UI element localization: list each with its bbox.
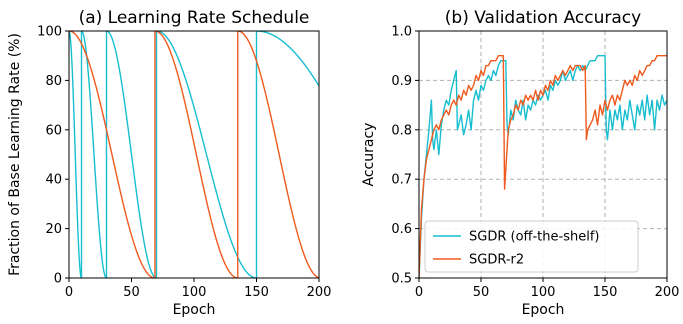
lr-series-group [69,31,319,278]
lr-xlabel: Epoch [173,302,216,318]
lr-xtick-label-3: 150 [244,285,269,300]
acc-legend: SGDR (off-the-shelf) SGDR-r2 [424,220,639,273]
acc-panel: 0 50 100 150 200 0.5 0.6 0.7 0.8 0.9 1.0 (b) Valida… [361,8,679,318]
lr-xtick-label-0: 0 [65,285,73,300]
lr-xtick-label-4: 200 [307,285,332,300]
acc-ylabel: Accuracy [361,123,377,187]
acc-xtick-label-0: 0 [415,285,423,300]
acc-xtick-label-1: 50 [473,285,490,300]
lr-ytick-label-2: 40 [45,173,62,188]
lr-xtick-label-2: 100 [182,285,207,300]
lr-ytick-label-4: 80 [45,74,62,89]
acc-title: (b) Validation Accuracy [445,8,641,28]
lr-ytick-label-3: 60 [45,123,62,138]
lr-panel: 0 50 100 150 200 0 20 40 60 80 100 (a) Learning Rat… [7,8,332,318]
acc-series-sgdr [419,55,667,278]
lr-ytick-label-5: 100 [37,25,62,40]
acc-ytick-label-2: 0.7 [391,173,412,188]
lr-xtick-label-1: 50 [123,285,140,300]
legend-label-sgdr: SGDR (off-the-shelf) [469,230,599,245]
acc-xtick-label-2: 100 [531,285,556,300]
lr-title: (a) Learning Rate Schedule [79,8,310,28]
lr-ylabel: Fraction of Base Learning Rate (%) [7,33,23,276]
lr-ytick-label-0: 0 [54,272,62,287]
acc-series-r2 [419,55,667,278]
acc-xlabel: Epoch [522,302,565,318]
acc-ytick-label-0: 0.5 [391,272,412,287]
lr-series-r2 [69,31,319,278]
acc-ytick-label-4: 0.9 [391,74,412,89]
legend-label-r2: SGDR-r2 [469,253,524,268]
acc-series-group [419,55,667,278]
lr-series-sgdr [69,31,319,278]
acc-ytick-label-1: 0.6 [391,222,412,237]
acc-ytick-label-3: 0.8 [391,123,412,138]
legend-box [424,220,639,273]
lr-ytick-label-1: 20 [45,222,62,237]
acc-xtick-label-3: 150 [593,285,618,300]
acc-xtick-label-4: 200 [655,285,680,300]
acc-ytick-label-5: 1.0 [391,25,412,40]
